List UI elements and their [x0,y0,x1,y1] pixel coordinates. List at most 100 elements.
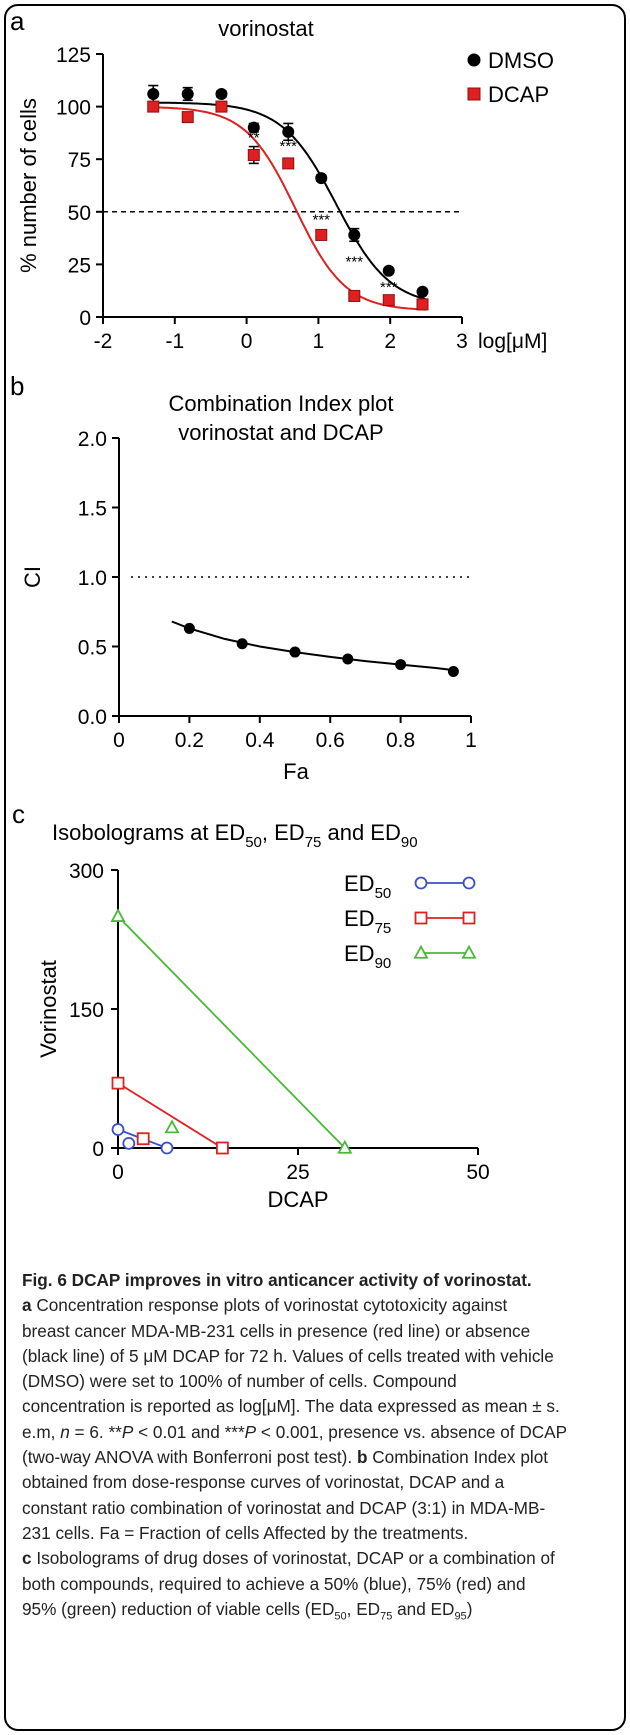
caption-text: , ED [346,1598,381,1619]
panel-c-endpoint-ed75 [111,1076,125,1090]
caption-line: c Isobolograms of drug doses of vorinost… [22,1546,614,1571]
panel-c-title: Isobolograms at ED50, ED75 and ED90 [52,820,418,851]
caption-text: (black line) of 5 μM DCAP for 72 h. Valu… [22,1345,554,1366]
panel-a-point-dcap [315,228,328,241]
panel-b-y-tick-label: 0.5 [78,637,107,660]
caption-text: Concentration response plots of vorinost… [31,1295,508,1316]
panel-a-point-dcap [147,100,160,113]
panel-c-legend-marker-ed75 [414,911,428,925]
panel-a-point-dmso [147,87,160,100]
panel-a-x-unit: log[μM] [478,330,547,353]
panel-a-point-dmso [247,121,260,134]
panel-c-legend-text: ED [344,941,375,966]
panel-c-title-text: Isobolograms at ED [52,820,245,845]
caption-text: constant ratio combination of vorinostat… [22,1497,546,1518]
figure-caption: Fig. 6 DCAP improves in vitro anticancer… [22,1268,614,1630]
panel-a-significance-label: *** [346,254,364,271]
panel-b-y-tick-label: 2.0 [78,428,107,451]
caption-text: n [60,1421,70,1442]
panel-b-x-tick-label: 1 [465,729,477,752]
panel-c-y-tick-label: 0 [92,1138,104,1161]
panel-c-endpoint-ed50 [160,1141,174,1155]
caption-line: (two-way ANOVA with Bonferroni post test… [22,1445,614,1470]
panel-c-x-tick-label: 50 [466,1161,489,1184]
caption-line: constant ratio combination of vorinostat… [22,1496,614,1521]
panel-a-significance-label: *** [380,279,398,296]
panel-b-ci-curve [171,620,454,672]
caption-text: 95% (green) reduction of viable cells (E… [22,1598,335,1619]
panel-a-point-dmso [315,172,328,185]
panel-a-legend-marker-dcap [467,87,481,101]
caption-text: Isobolograms of drug doses of vorinostat… [31,1548,555,1569]
panel-b-point [395,659,407,671]
panel-c-legend-label: ED75 [344,906,391,937]
panel-a-legend-marker-dmso [467,53,481,67]
caption-text: 75 [380,1610,393,1623]
caption-line: 95% (green) reduction of viable cells (E… [22,1597,614,1630]
panel-c-title-sub: 50 [245,834,262,851]
panel-b-point [342,653,354,665]
panel-c-legend-marker-ed75 [462,911,476,925]
panel-a-point-dmso [416,285,429,298]
panel-c-isobole-ed75 [117,1082,223,1149]
panel-a-point-dmso [282,125,295,138]
caption-body: a Concentration response plots of vorino… [22,1293,614,1629]
panel-c-x-tick-label: 25 [286,1161,309,1184]
panel-a-y-tick-label: 0 [79,307,91,330]
caption-text: c [22,1548,32,1569]
panel-c-combination-ed50 [122,1136,136,1150]
caption-line: 231 cells. Fa = Fraction of cells Affect… [22,1521,614,1546]
panel-a-point-dmso [382,264,395,277]
caption-title: Fig. 6 DCAP improves in vitro anticancer… [22,1270,532,1290]
panel-a-title: vorinostat [218,16,313,41]
panel-c-combination-ed90 [164,1119,180,1134]
panel-a-x-tick-label: 1 [313,330,325,353]
panel-c-y-tick-label: 150 [69,999,104,1022]
caption-text: Combination Index plot [367,1447,549,1468]
panel-b-y-tick-label: 1.5 [78,498,107,521]
caption-line: a Concentration response plots of vorino… [22,1293,614,1318]
caption-line: (black line) of 5 μM DCAP for 72 h. Valu… [22,1344,614,1369]
caption-line: e.m, n = 6. **P < 0.01 and ***P < 0.001,… [22,1420,614,1445]
panel-b-letter: b [10,371,24,401]
caption-text: b [356,1447,368,1468]
caption-text: P [121,1421,134,1442]
panel-c-legend-sub: 75 [375,920,392,937]
panel-b-x-tick-label: 0.2 [175,729,204,752]
caption-line: both compounds, required to achieve a 50… [22,1572,614,1597]
panel-c-x-tick-label: 0 [112,1161,124,1184]
panel-c-title-sub: 90 [401,834,418,851]
panel-a-point-dmso [215,87,228,100]
caption-text: < 0.01 and *** [133,1421,245,1442]
panel-c-x-label: DCAP [267,1187,328,1212]
caption-text: obtained from dose-response curves of vo… [22,1472,505,1493]
panel-c-legend-marker-ed50 [462,876,476,890]
panel-a-y-tick-label: 100 [56,97,91,120]
caption-line: (DMSO) were set to 100% of number of cel… [22,1369,614,1394]
panel-b-x-tick-label: 0.4 [245,729,275,752]
panel-c-endpoint-ed90 [337,1139,353,1154]
panel-a-significance-label: ** [248,129,260,146]
caption-text: and ED [392,1598,455,1619]
caption-text: P [244,1421,257,1442]
panel-b-x-tick-label: 0.6 [316,729,345,752]
panel-b-point [236,638,248,650]
panel-a-point-dmso [348,228,361,241]
panel-a-significance-label: *** [313,211,331,228]
panel-a-point-dmso [181,87,194,100]
caption-text: 231 cells. Fa = Fraction of cells Affect… [22,1522,469,1543]
panel-c-legend-label: ED50 [344,871,391,902]
panel-c-legend-marker-ed90 [461,944,477,959]
panel-b-y-tick-label: 1.0 [78,567,107,590]
panel-c-legend-marker-ed50 [414,876,428,890]
panel-b-y-tick-label: 0.0 [78,706,107,729]
panel-c-title-text: and ED [321,820,401,845]
panel-a-y-label: % number of cells [16,98,41,273]
panel-c-legend-text: ED [344,906,375,931]
panel-c-title-sub: 75 [305,834,322,851]
panel-a-point-dcap [382,294,395,307]
panel-b-y-label: CI [20,566,45,588]
panel-b-x-tick-label: 0 [113,729,125,752]
panel-c-title-text: , ED [262,820,305,845]
